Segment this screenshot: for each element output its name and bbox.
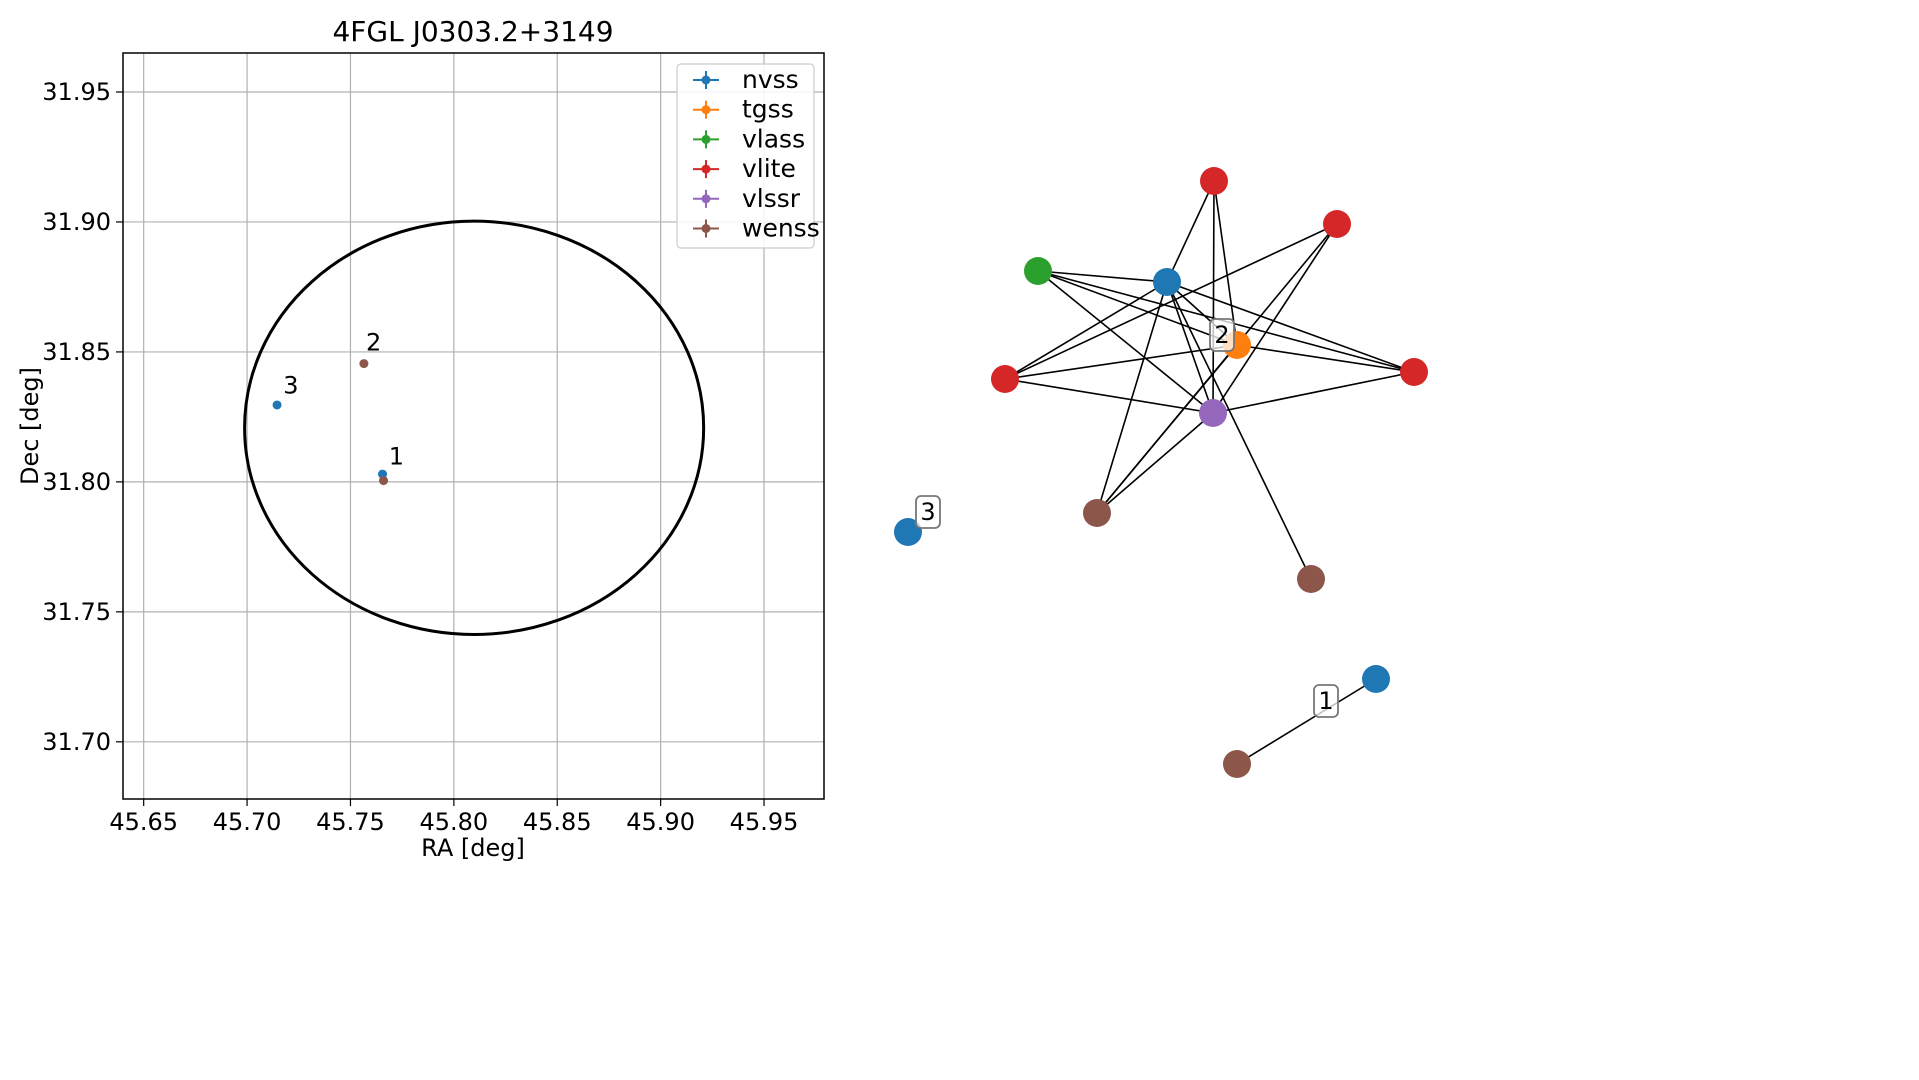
network-edge (1037, 270, 1238, 346)
network-node-nvss (1362, 665, 1390, 693)
label-text: 3 (920, 498, 935, 526)
network-node-wenss (1083, 499, 1111, 527)
x-tick-label: 45.65 (109, 808, 178, 836)
y-tick-label: 31.95 (42, 78, 111, 106)
network-edge (1236, 678, 1377, 765)
network-node-nvss (1153, 268, 1181, 296)
legend-label: tgss (742, 95, 794, 124)
y-tick-label: 31.80 (42, 468, 111, 496)
network-edge (1004, 281, 1168, 380)
y-tick-label: 31.75 (42, 598, 111, 626)
sky-scatter-plot: 4FGL J0303.2+3149 123 45.65 45.70 45.75 45.… (16, 15, 825, 862)
x-axis-ticks: 45.65 45.70 45.75 45.80 45.85 45.90 45.95 (109, 799, 798, 836)
network-node-vlssr (1199, 399, 1227, 427)
network-node-vlite (1323, 210, 1351, 238)
network-edge (1236, 344, 1415, 373)
label-box (1313, 684, 1339, 718)
x-tick-label: 45.70 (213, 808, 282, 836)
network-node-vlite (1400, 358, 1428, 386)
legend-marker (701, 75, 711, 85)
source-points (272, 359, 389, 486)
plot-title: 4FGL J0303.2+3149 (332, 15, 613, 48)
legend-marker (701, 134, 711, 144)
label-text: 2 (1214, 321, 1229, 349)
network-edge (1213, 180, 1238, 346)
network-node-wenss (1223, 750, 1251, 778)
network-edges (1004, 180, 1415, 765)
localization-ellipse (243, 219, 706, 636)
x-axis-label: RA [deg] (421, 834, 525, 862)
network-node-nvss (894, 518, 922, 546)
network-edge (1166, 281, 1312, 580)
network-edge (1096, 344, 1238, 514)
network-edge (1166, 281, 1214, 414)
network-node-vlite (1200, 167, 1228, 195)
legend-item-wenss: wenss (693, 214, 820, 243)
source-labels: 1 2 3 (283, 329, 404, 471)
y-axis-ticks: 31.70 31.75 31.80 31.85 31.90 31.95 (42, 78, 123, 756)
legend-item-tgss: tgss (693, 95, 794, 124)
x-tick-label: 45.80 (419, 808, 488, 836)
network-edge (1004, 223, 1338, 380)
network-edge (1004, 378, 1214, 414)
legend-item-vlssr: vlssr (693, 184, 801, 213)
network-group-label: 3 (915, 495, 941, 529)
network-node-wenss (1297, 565, 1325, 593)
source-label: 1 (389, 442, 404, 470)
legend-item-vlite: vlite (693, 154, 796, 183)
localization-ellipse-layer (243, 219, 706, 636)
network-nodes (894, 167, 1428, 778)
source-label: 2 (366, 329, 381, 357)
y-axis-label: Dec [deg] (16, 367, 44, 485)
source-point-wenss (359, 359, 369, 369)
network-edge (1096, 412, 1214, 514)
source-point-wenss (379, 476, 389, 486)
x-tick-label: 45.85 (523, 808, 592, 836)
network-edge (1212, 371, 1415, 414)
x-tick-label: 45.75 (316, 808, 385, 836)
legend-label: wenss (742, 214, 820, 243)
network-edge (1037, 270, 1214, 414)
match-network-graph: 1 2 3 (894, 167, 1428, 778)
x-tick-label: 45.90 (626, 808, 695, 836)
y-tick-label: 31.70 (42, 728, 111, 756)
legend-label: vlite (742, 154, 796, 183)
network-group-label: 1 (1313, 684, 1339, 718)
source-point-nvss (272, 400, 282, 410)
x-tick-label: 45.95 (730, 808, 799, 836)
legend-item-nvss: nvss (693, 65, 799, 94)
legend-marker (701, 224, 711, 233)
source-label: 3 (283, 372, 298, 400)
plot-frame (122, 52, 825, 800)
legend-marker (701, 194, 711, 204)
network-edge (1166, 180, 1215, 283)
legend-label: vlssr (742, 184, 801, 213)
network-group-label: 2 (1209, 318, 1235, 352)
network-node-vlass (1024, 257, 1052, 285)
legend-item-vlass: vlass (693, 124, 805, 153)
network-labels: 1 2 3 (915, 318, 1339, 718)
label-text: 1 (1318, 687, 1333, 715)
network-edge (1212, 223, 1338, 414)
network-edge (1096, 281, 1168, 514)
network-edge (1037, 270, 1168, 283)
label-box (915, 495, 941, 529)
legend-label: vlass (742, 124, 805, 153)
legend-marker (701, 164, 711, 174)
y-tick-label: 31.85 (42, 338, 111, 366)
network-edge (1004, 344, 1238, 380)
legend-marker (701, 105, 711, 115)
legend-label: nvss (742, 65, 799, 94)
network-edge (1166, 281, 1415, 373)
label-box (1209, 318, 1235, 352)
network-node-vlite (991, 365, 1019, 393)
y-tick-label: 31.90 (42, 208, 111, 236)
